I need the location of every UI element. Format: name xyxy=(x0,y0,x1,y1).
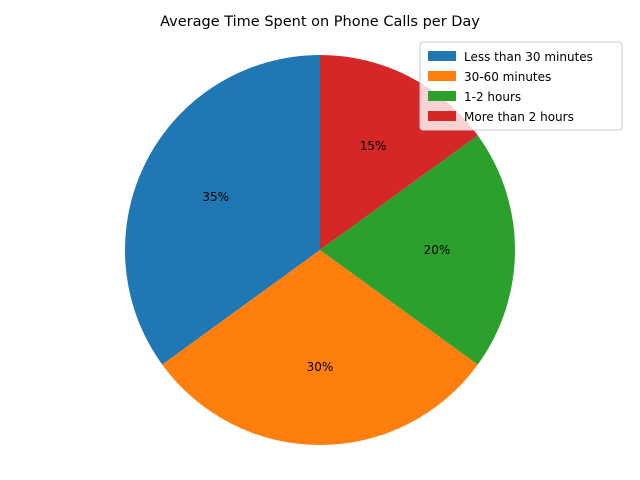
pie-slice-2 xyxy=(162,250,478,446)
legend-frame xyxy=(419,41,623,131)
legend-label-2: 30-60 minutes xyxy=(464,70,551,84)
chart-title: Average Time Spent on Phone Calls per Da… xyxy=(160,14,480,30)
pie-slice-label-1: 35% xyxy=(202,190,229,204)
legend-swatch-3 xyxy=(428,91,456,101)
legend-label-3: 1-2 hours xyxy=(464,90,521,104)
pie-slice-label-3: 20% xyxy=(424,243,451,257)
pie-slice-1 xyxy=(124,55,320,365)
chart-legend: Less than 30 minutes 30-60 minutes 1-2 hou… xyxy=(419,41,623,131)
legend-swatch-1 xyxy=(428,51,456,61)
pie-slice-label-2: 30% xyxy=(307,360,334,374)
legend-swatch-4 xyxy=(428,111,456,121)
legend-label-1: Less than 30 minutes xyxy=(464,50,593,64)
pie-slice-3 xyxy=(320,135,516,365)
legend-swatch-2 xyxy=(428,71,456,81)
pie-slice-label-4: 15% xyxy=(360,139,387,153)
legend-label-4: More than 2 hours xyxy=(464,110,574,124)
pie-slice-labels: 35% 30% 20% 15% xyxy=(202,139,450,374)
